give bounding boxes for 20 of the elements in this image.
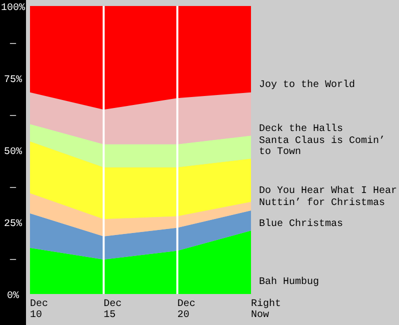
y-tick-label: 75% bbox=[4, 75, 22, 86]
series-label: Blue Christmas bbox=[259, 218, 344, 230]
series-label: Santa Claus is Comin’ to Town bbox=[259, 136, 386, 158]
series-label: Bah Humbug bbox=[259, 277, 320, 288]
x-tick-label: Dec 20 bbox=[177, 299, 196, 321]
y-tick-label: — bbox=[8, 39, 17, 50]
x-tick-label: Dec 15 bbox=[104, 299, 122, 321]
series-label: Deck the Halls bbox=[259, 124, 344, 135]
y-tick-label: 100% bbox=[0, 3, 26, 14]
y-tick-label: — bbox=[8, 183, 17, 194]
series-label: Joy to the World bbox=[259, 80, 356, 92]
y-tick-label: 50% bbox=[4, 147, 22, 158]
series-label: Nuttin’ for Christmas bbox=[259, 198, 386, 210]
y-tick-label: — bbox=[8, 255, 17, 266]
x-tick-label: Right Now bbox=[251, 298, 282, 321]
x-tick-label: Dec 10 bbox=[30, 299, 48, 321]
y-tick-label: — bbox=[8, 111, 17, 122]
series-label: Do You Hear What I Hear bbox=[259, 186, 398, 198]
y-tick-label: 25% bbox=[4, 219, 22, 230]
y-tick-label: 0% bbox=[6, 291, 20, 302]
